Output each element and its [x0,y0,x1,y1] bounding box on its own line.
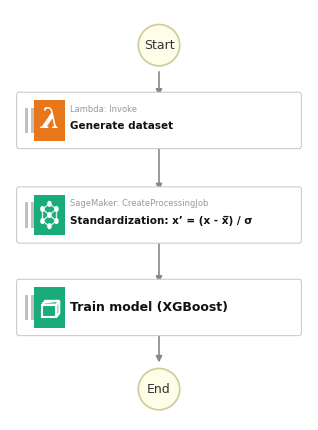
Ellipse shape [138,25,180,66]
Circle shape [47,212,52,218]
Text: End: End [147,383,171,396]
FancyBboxPatch shape [17,280,301,335]
Circle shape [47,201,52,207]
Circle shape [40,206,45,212]
FancyBboxPatch shape [34,194,65,236]
FancyBboxPatch shape [31,108,34,133]
Circle shape [54,206,59,212]
Text: Lambda: Invoke: Lambda: Invoke [70,105,137,114]
Text: λ: λ [41,107,60,134]
FancyBboxPatch shape [34,287,65,328]
Text: Start: Start [144,39,174,52]
Text: Standardization: x’ = (x - x̅) / σ: Standardization: x’ = (x - x̅) / σ [70,216,253,226]
Text: Train model (XGBoost): Train model (XGBoost) [70,301,228,314]
FancyBboxPatch shape [25,108,28,133]
Text: Generate dataset: Generate dataset [70,121,173,132]
FancyBboxPatch shape [34,100,65,141]
Circle shape [54,218,59,224]
Circle shape [40,218,45,224]
FancyBboxPatch shape [17,187,301,243]
Circle shape [47,223,52,229]
Ellipse shape [138,369,180,410]
FancyBboxPatch shape [25,202,28,228]
FancyBboxPatch shape [31,202,34,228]
FancyBboxPatch shape [17,92,301,149]
Text: SageMaker: CreateProcessingJob: SageMaker: CreateProcessingJob [70,200,209,208]
FancyBboxPatch shape [31,295,34,320]
FancyBboxPatch shape [25,295,28,320]
